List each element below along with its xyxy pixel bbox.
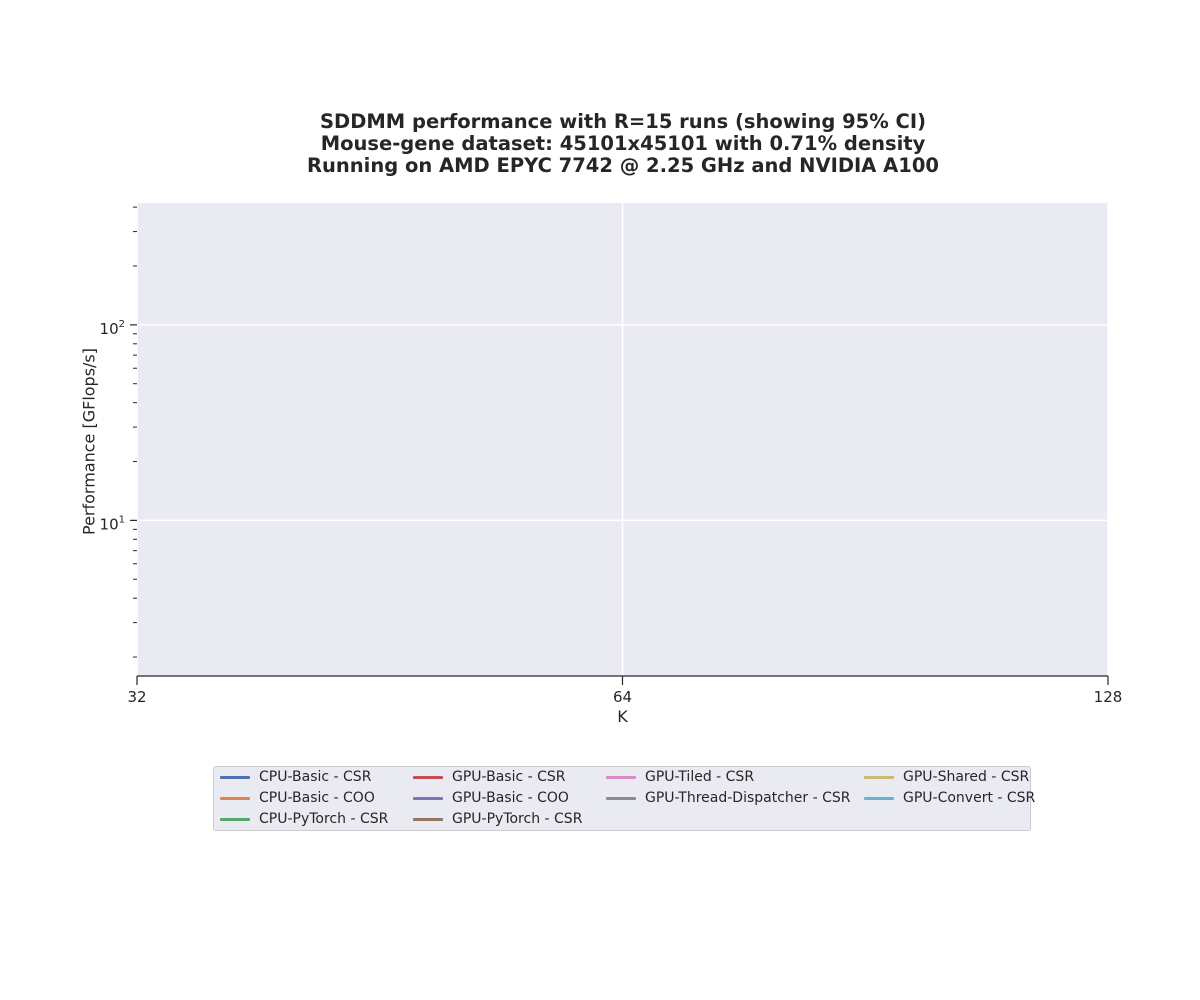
legend-item: GPU-Shared - CSR [864, 767, 1029, 787]
legend-item: GPU-Tiled - CSR [606, 767, 754, 787]
legend-label: GPU-PyTorch - CSR [452, 811, 583, 827]
x-tick-label: 32 [127, 688, 146, 706]
legend-swatch [413, 775, 443, 779]
chart-title: SDDMM performance with R=15 runs (showin… [0, 111, 1200, 177]
chart-title-line-2: Mouse-gene dataset: 45101x45101 with 0.7… [320, 132, 926, 155]
y-axis-label: Performance [GFlops/s] [80, 348, 99, 535]
y-tick-label: 101 [100, 514, 125, 533]
legend-label: GPU-Thread-Dispatcher - CSR [645, 790, 851, 806]
legend-item: GPU-PyTorch - CSR [413, 809, 582, 829]
legend-item: CPU-PyTorch - CSR [220, 809, 388, 829]
chart-title-line-1: SDDMM performance with R=15 runs (showin… [319, 110, 927, 133]
grid-lines [136, 203, 1109, 676]
chart-title-line-3: Running on AMD EPYC 7742 @ 2.25 GHz and … [307, 154, 939, 177]
legend-label: GPU-Tiled - CSR [645, 769, 755, 785]
legend-swatch [606, 796, 636, 800]
legend-label: GPU-Shared - CSR [903, 769, 1030, 785]
axes: 32 64 128 101 102 [100, 206, 1123, 706]
legend: CPU-Basic - CSR CPU-Basic - COO CPU-PyTorc… [213, 766, 1035, 831]
legend-swatch [220, 775, 250, 779]
legend-label: GPU-Basic - CSR [452, 769, 566, 785]
legend-item: CPU-Basic - CSR [220, 767, 371, 787]
legend-swatch [220, 796, 250, 800]
legend-swatch [606, 775, 636, 779]
legend-label: GPU-Basic - COO [452, 790, 569, 806]
legend-swatch [413, 817, 443, 821]
legend-label: CPU-Basic - COO [259, 790, 375, 806]
legend-item: CPU-Basic - COO [220, 788, 375, 808]
y-tick-label: 102 [100, 319, 125, 338]
legend-swatch [413, 796, 443, 800]
x-axis-label: K [617, 707, 628, 726]
legend-swatch [864, 775, 894, 779]
legend-label: CPU-Basic - CSR [259, 769, 372, 785]
legend-item: GPU-Thread-Dispatcher - CSR [606, 788, 851, 808]
x-tick-label: 64 [613, 688, 632, 706]
legend-label: CPU-PyTorch - CSR [259, 811, 389, 827]
legend-item: GPU-Convert - CSR [864, 788, 1035, 808]
legend-swatch [220, 817, 250, 821]
x-tick-label: 128 [1094, 688, 1123, 706]
legend-item: GPU-Basic - COO [413, 788, 569, 808]
legend-swatch [864, 796, 894, 800]
legend-label: GPU-Convert - CSR [903, 790, 1036, 806]
legend-item: GPU-Basic - CSR [413, 767, 566, 787]
